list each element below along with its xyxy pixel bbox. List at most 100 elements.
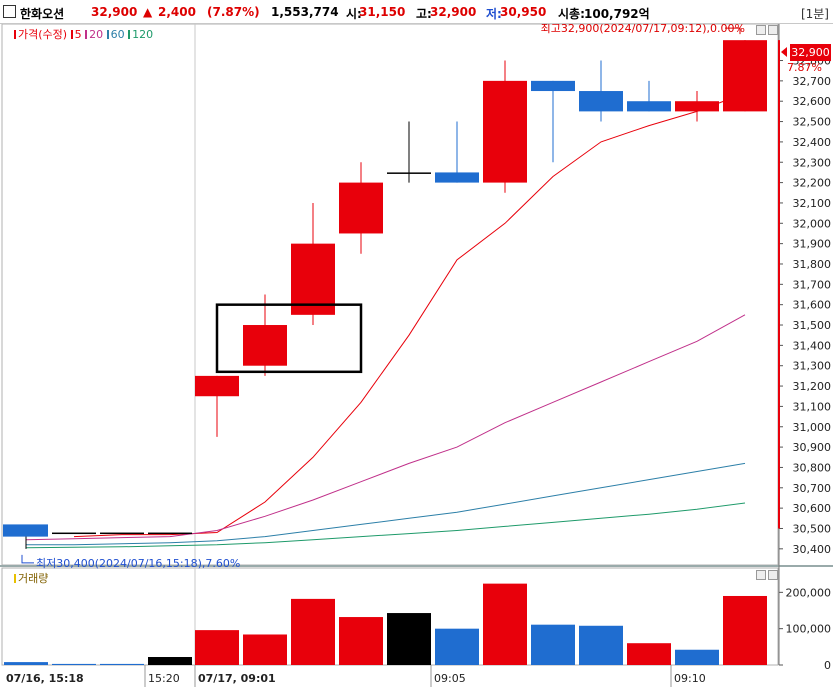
price-tick-label: 32,700 (793, 75, 832, 88)
candle-body (723, 40, 767, 112)
market-cap-label: 시총: (558, 7, 585, 21)
candle-body (435, 172, 479, 183)
price-tick-label: 31,800 (793, 258, 832, 271)
window-checkbox[interactable] (3, 5, 16, 18)
legend-ma60-item[interactable]: 60 (106, 28, 125, 41)
candle-body (483, 80, 527, 183)
low-label: 저: (486, 7, 502, 21)
legend-marker-icon (14, 30, 16, 39)
time-tick-label: 09:10 (674, 672, 706, 685)
volume-bar (100, 663, 144, 665)
price-tick-label: 31,200 (793, 380, 832, 393)
price-tick-label: 30,700 (793, 482, 832, 495)
volume-panel-minimize-button[interactable] (756, 570, 766, 580)
high-value: 32,900 (430, 5, 477, 19)
legend-ma20-item[interactable]: 20 (85, 28, 103, 41)
time-tick-label: 07/16, 15:18 (6, 672, 84, 685)
price-tick-label: 31,000 (793, 421, 832, 434)
legend-price-item[interactable]: 가격(수정) (14, 28, 67, 41)
high-label: 고: (416, 7, 432, 21)
volume-bar (4, 662, 48, 665)
quote-header: 한화오션 32,900 ▲ 2,400 (7.87%) 1,553,774 시:… (0, 0, 833, 24)
price-tick-label: 31,900 (793, 238, 832, 251)
volume-bars (4, 583, 767, 665)
price-tick-label: 31,100 (793, 400, 832, 413)
time-tick-label: 15:20 (148, 672, 180, 685)
volume-bar (148, 657, 192, 665)
ma-line-60 (26, 462, 746, 546)
price-tick-label: 30,400 (793, 543, 832, 556)
legend-volume-label: 거래량 (18, 572, 49, 585)
low-value: 30,950 (500, 5, 547, 19)
current-price: 32,900 (91, 5, 138, 19)
price-tick-label: 31,700 (793, 278, 832, 291)
volume-bar (435, 628, 479, 665)
candle-body (291, 243, 335, 315)
candle-body (387, 172, 431, 174)
volume-bar (243, 634, 287, 665)
candle-body (243, 325, 287, 366)
panel-minimize-button[interactable] (756, 25, 766, 35)
price-tick-label: 31,400 (793, 339, 832, 352)
price-change-pct: (7.87%) (207, 5, 260, 19)
change-arrow-icon: ▲ (143, 5, 153, 19)
candle-body (339, 182, 383, 234)
volume-bar (723, 595, 767, 665)
price-axis: 32,80032,70032,60032,50032,40032,30032,2… (778, 40, 832, 556)
volume-tick-label: 200,000 (786, 586, 832, 599)
candle-body (675, 101, 719, 112)
high-arrow-icon (725, 27, 741, 35)
price-tick-label: 31,300 (793, 360, 832, 373)
volume-bar (627, 643, 671, 665)
market-cap-value: 100,792억 (584, 7, 650, 21)
ma-line-120 (25, 502, 746, 549)
time-axis: 07/16, 15:18 15:20 07/17, 09:01 09:05 09:10 (6, 665, 706, 687)
current-pct-label: 7.87% (787, 61, 822, 74)
legend-marker-icon (14, 574, 16, 583)
price-tick-label: 32,400 (793, 136, 832, 149)
chart-canvas: 32,80032,70032,60032,50032,40032,30032,2… (0, 24, 833, 687)
price-tick-label: 32,000 (793, 217, 832, 230)
legend-ma5-item[interactable]: 5 (70, 28, 82, 41)
moving-average-lines (25, 92, 746, 549)
volume-bar (387, 613, 431, 665)
panel-close-button[interactable] (768, 25, 778, 35)
current-price-tag: 32,900 (790, 44, 831, 61)
price-tick-label: 31,500 (793, 319, 832, 332)
price-tick-label: 32,200 (793, 177, 832, 190)
price-tick-label: 32,100 (793, 197, 832, 210)
legend-marker-icon (128, 30, 131, 39)
volume-bar (52, 663, 96, 665)
legend-volume-item[interactable]: 거래량 (14, 572, 48, 585)
candle-body (579, 91, 623, 112)
price-tick-label: 32,600 (793, 95, 832, 108)
volume-bar (483, 583, 527, 665)
candle-body (195, 375, 239, 397)
low-annotation: 최저30,400(2024/07/16,15:18),7.60% (36, 557, 240, 570)
volume-value: 1,553,774 (271, 5, 339, 19)
candle-body (148, 532, 192, 535)
open-label: 시: (346, 7, 362, 21)
volume-bar (195, 630, 239, 665)
price-legend: 가격(수정) 5 20 60 120 (14, 26, 153, 42)
volume-panel-close-button[interactable] (768, 570, 778, 580)
candle-body (100, 532, 144, 535)
low-arrow-icon (21, 554, 34, 564)
legend-ma120-item[interactable]: 120 (128, 28, 153, 41)
volume-bar (675, 649, 719, 665)
price-tick-label: 30,800 (793, 461, 832, 474)
volume-bar (339, 617, 383, 665)
volume-axis: 200,000 100,000 0 (779, 586, 831, 672)
candle-body (531, 80, 575, 92)
volume-tick-label: 0 (824, 659, 831, 672)
volume-bar (531, 624, 575, 665)
volume-bar (291, 598, 335, 665)
high-annotation: 최고32,900(2024/07/17,09:12),0.00% (541, 24, 745, 35)
price-tick-label: 32,500 (793, 116, 832, 129)
interval-button[interactable]: [1분] (800, 7, 829, 21)
price-tick-label: 30,900 (793, 441, 832, 454)
candlesticks (3, 40, 767, 549)
price-tick-label: 31,600 (793, 299, 832, 312)
legend-ma120-label: 120 (132, 28, 154, 41)
volume-tick-label: 100,000 (786, 623, 832, 636)
